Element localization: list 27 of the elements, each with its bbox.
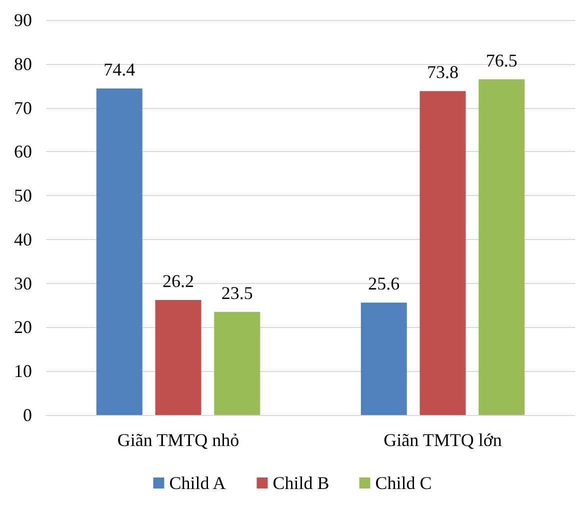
data-label: 76.5 bbox=[486, 50, 518, 70]
y-tick-label: 80 bbox=[14, 54, 32, 74]
y-tick-label: 40 bbox=[14, 229, 32, 250]
data-label: 74.4 bbox=[104, 59, 136, 80]
y-tick-label: 30 bbox=[14, 273, 32, 294]
legend-label: Child B bbox=[272, 473, 330, 493]
y-tick-label: 10 bbox=[14, 361, 32, 382]
bar bbox=[155, 300, 202, 415]
data-label: 23.5 bbox=[221, 282, 253, 303]
y-tick-label: 70 bbox=[14, 98, 32, 118]
data-label: 26.2 bbox=[162, 271, 194, 292]
bar bbox=[420, 91, 466, 415]
bar bbox=[96, 88, 142, 415]
data-label: 25.6 bbox=[368, 274, 400, 294]
bar bbox=[360, 302, 407, 415]
legend-label: Child A bbox=[169, 473, 226, 493]
y-tick-label: 20 bbox=[14, 317, 32, 338]
x-tick-label: Giãn TMTQ lớn bbox=[384, 430, 502, 450]
legend-label: Child C bbox=[375, 473, 432, 493]
x-tick-label: Giãn TMTQ nhỏ bbox=[117, 430, 240, 450]
y-tick-label: 60 bbox=[14, 142, 32, 162]
y-tick-label: 90 bbox=[14, 10, 32, 30]
y-tick-label: 0 bbox=[23, 405, 32, 425]
y-tick-label: 50 bbox=[14, 186, 32, 206]
bar bbox=[214, 312, 260, 415]
bar bbox=[478, 79, 525, 415]
data-label: 73.8 bbox=[427, 62, 458, 82]
